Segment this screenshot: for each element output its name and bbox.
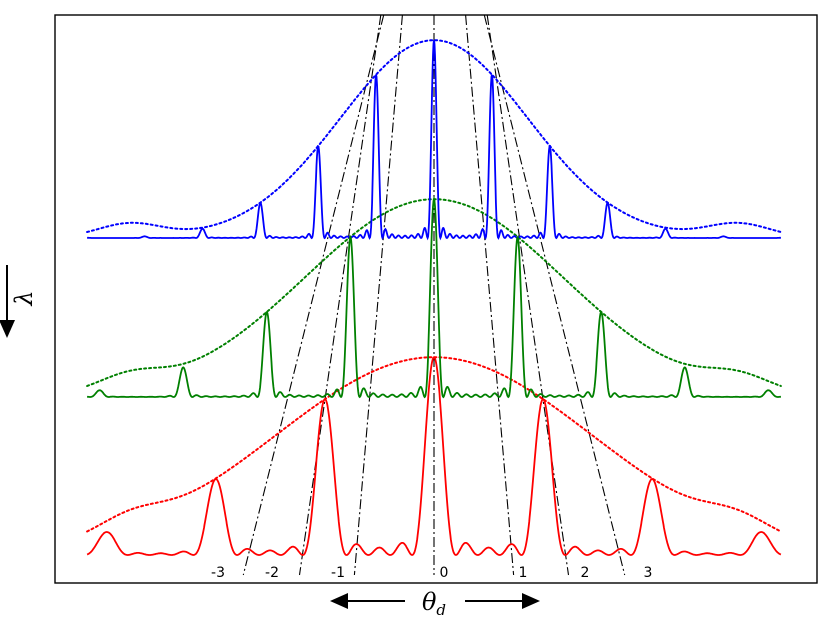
order-guide-lines (242, 14, 626, 576)
order-label-0: -3 (211, 565, 225, 581)
order-label-4: 1 (519, 565, 528, 581)
diffraction-curve-0 (87, 40, 781, 241)
x-axis-label: θd (422, 588, 446, 619)
envelope-curve-0 (86, 39, 782, 233)
guide-line-0 (242, 14, 385, 576)
guide-line-4 (465, 14, 515, 576)
order-label-1: -2 (265, 565, 279, 581)
order-label-2: -1 (331, 565, 345, 581)
guide-line-5 (486, 14, 570, 576)
order-label-6: 3 (644, 565, 653, 581)
diffraction-curves (86, 40, 782, 556)
y-axis-label: λ (10, 290, 38, 306)
guide-line-1 (298, 14, 382, 576)
plot-frame (54, 14, 818, 584)
order-label-5: 2 (581, 565, 590, 581)
order-label-3: 0 (440, 565, 449, 581)
guide-line-6 (483, 14, 626, 576)
guide-line-2 (353, 14, 403, 576)
order-tick-labels: -3 -2 -1 0 1 2 3 (211, 565, 652, 581)
diffraction-curve-1 (87, 195, 781, 399)
diffraction-curve-2 (86, 356, 782, 556)
